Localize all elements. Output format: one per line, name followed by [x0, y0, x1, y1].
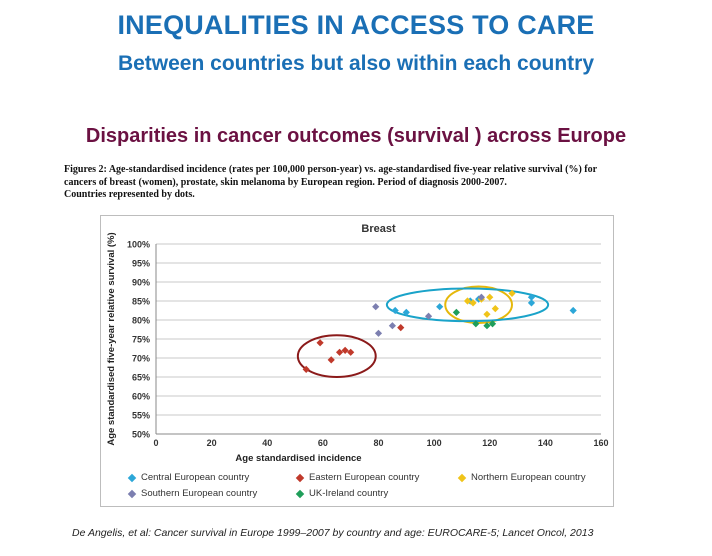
legend-label-central: Central European country	[141, 472, 250, 483]
data-point-central	[391, 306, 399, 315]
section-heading: Disparities in cancer outcomes (survival…	[85, 125, 627, 147]
legend-label-southern: Southern European country	[141, 488, 258, 499]
x-tick-label: 120	[482, 438, 497, 448]
y-tick-label: 60%	[132, 392, 150, 402]
y-tick-label: 65%	[132, 373, 150, 383]
y-axis-title: Age standardised five-year relative surv…	[106, 232, 117, 445]
annotation-ellipse	[385, 287, 550, 323]
data-point-northern	[483, 310, 491, 318]
figure-caption-line: Figures 2: Age-standardised incidence (r…	[64, 164, 598, 175]
figure-caption-line: cancers of breast (women), prostate, ski…	[64, 176, 507, 188]
legend-label-eastern: Eastern European country	[309, 472, 420, 483]
data-point-eastern	[327, 356, 335, 364]
legend-label-northern: Northern European country	[471, 472, 586, 483]
y-tick-label: 100%	[127, 240, 150, 250]
x-tick-label: 140	[538, 438, 553, 448]
legend-item-southern: Southern European country	[127, 488, 258, 499]
data-point-southern	[477, 293, 486, 301]
x-tick-label: 40	[262, 438, 272, 448]
data-point-northern	[491, 305, 499, 313]
data-point-uk	[472, 320, 480, 328]
figure-caption: Figures 2: Age-standardised incidence (r…	[64, 164, 664, 202]
data-point-eastern	[302, 365, 310, 373]
data-point-central	[527, 293, 536, 301]
y-tick-label: 90%	[132, 278, 150, 288]
data-point-southern	[388, 322, 397, 330]
legend-item-eastern: Eastern European country	[295, 472, 420, 483]
x-axis-title: Age standardised incidence	[235, 453, 361, 464]
data-point-central	[436, 303, 444, 311]
y-tick-label: 85%	[132, 297, 150, 307]
y-tick-label: 55%	[132, 411, 150, 421]
x-tick-label: 80	[373, 438, 383, 448]
data-point-eastern	[347, 348, 355, 356]
data-point-eastern	[335, 348, 344, 356]
citation: De Angelis, et al: Cancer survival in Eu…	[72, 527, 594, 539]
y-tick-label: 95%	[132, 259, 150, 269]
legend-item-northern: Northern European country	[457, 472, 586, 483]
y-tick-label: 75%	[132, 335, 150, 345]
data-point-eastern	[341, 346, 349, 354]
chart-title: Breast	[361, 223, 396, 235]
legend-item-central: Central European country	[127, 472, 250, 483]
data-point-southern	[424, 312, 433, 320]
x-tick-label: 100	[427, 438, 442, 448]
data-point-uk	[483, 322, 491, 330]
data-point-southern	[372, 303, 380, 311]
scatter-chart: Breast 50% 55% 60% 65% 70% 75% 80% 85% 90% 95% 100%…	[100, 215, 614, 507]
data-point-uk	[488, 320, 497, 328]
annotation-ellipse	[296, 334, 377, 379]
data-point-eastern	[397, 324, 405, 332]
legend-marker-northern	[457, 473, 467, 482]
x-tick-label: 160	[593, 438, 608, 448]
y-tick-label: 70%	[132, 354, 150, 364]
data-point-northern	[463, 297, 472, 305]
data-point-southern	[374, 329, 383, 337]
figure-caption-line: Countries represented by dots.	[64, 189, 195, 200]
data-point-northern	[486, 293, 494, 301]
x-tick-label: 20	[207, 438, 217, 448]
slide-subtitle: Between countries but also within each c…	[117, 52, 595, 75]
y-tick-label: 50%	[132, 430, 150, 440]
scatter-plot-canvas: Breast 50% 55% 60% 65% 70% 75% 80% 85% 90% 95% 100%…	[106, 223, 609, 464]
legend-marker-uk-ireland	[295, 489, 305, 498]
legend-item-uk-ireland: UK-Ireland country	[295, 488, 389, 499]
annotation-ellipse	[444, 285, 513, 325]
data-point-central	[569, 306, 577, 315]
x-tick-label: 60	[318, 438, 328, 448]
slide-title: INEQUALITIES IN ACCESS TO CARE	[117, 10, 595, 40]
y-tick-label: 80%	[132, 316, 150, 326]
legend-marker-eastern	[295, 473, 305, 482]
x-tick-label: 0	[153, 438, 158, 448]
data-point-central	[527, 299, 536, 307]
data-point-uk	[452, 308, 460, 316]
data-point-eastern	[316, 339, 324, 347]
legend-marker-southern	[127, 489, 137, 498]
legend-label-uk-ireland: UK-Ireland country	[309, 488, 389, 499]
legend-marker-central	[127, 473, 137, 482]
